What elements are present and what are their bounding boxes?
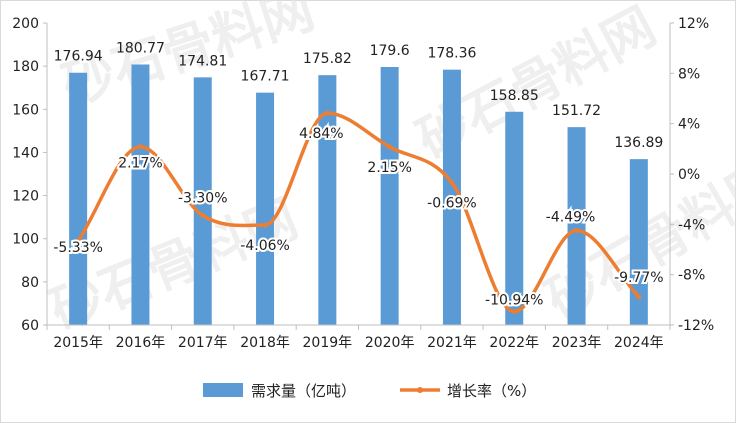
- bar-value-label: 179.6: [370, 43, 410, 59]
- y-tick-left: 200: [12, 16, 39, 32]
- x-tick-label: 2023年: [552, 335, 602, 351]
- y-tick-left: 140: [12, 145, 39, 161]
- line-point: [324, 110, 330, 116]
- legend: 需求量（亿吨） 增长率（%）: [203, 382, 536, 400]
- y-tick-left: 160: [12, 102, 39, 118]
- line-point: [449, 180, 455, 186]
- y-tick-right: -8%: [678, 268, 705, 284]
- bar: [131, 64, 150, 325]
- line-point: [511, 309, 517, 315]
- bar-value-label: 167.71: [241, 69, 290, 85]
- line-value-label: -9.77%: [614, 270, 664, 286]
- growth-rate-line: [76, 111, 641, 314]
- x-tick-label: 2024年: [614, 335, 664, 351]
- line-value-label: -4.06%: [240, 238, 290, 254]
- x-tick-label: 2017年: [178, 335, 228, 351]
- y-tick-left: 60: [21, 318, 39, 334]
- bar-value-label: 158.85: [490, 88, 539, 104]
- line-value-label: -0.69%: [427, 196, 477, 212]
- legend-label-demand: 需求量（亿吨）: [251, 382, 356, 400]
- x-tick-label: 2019年: [303, 335, 353, 351]
- bar-value-label: 176.94: [54, 49, 103, 65]
- data-labels-layer: 176.94 180.77 174.81 167.71 175.82 179.6 178.3…: [51, 40, 665, 310]
- bar: [256, 92, 275, 325]
- bar: [442, 69, 461, 325]
- legend-label-growth: 增长率（%）: [447, 382, 536, 400]
- bar: [69, 72, 88, 325]
- line-value-label: -4.49%: [546, 209, 596, 225]
- y-tick-left: 100: [12, 232, 39, 248]
- bar-value-label: 151.72: [552, 103, 601, 119]
- bar-value-label: 136.89: [614, 135, 663, 151]
- line-value-label: -5.33%: [53, 240, 103, 256]
- bar: [318, 75, 337, 325]
- line-point: [387, 144, 393, 150]
- line-value-label: 2.15%: [367, 160, 411, 176]
- line-point: [137, 144, 143, 150]
- bars-layer: [69, 64, 648, 326]
- bar-value-label: 174.81: [178, 53, 227, 69]
- axes-layer: 60 80 100 120 140 160 180 200 -12% -8% -4% 0% 4% 8% 12…: [12, 16, 714, 351]
- bar: [567, 127, 586, 326]
- x-tick-label: 2022年: [489, 335, 539, 351]
- line-value-label: 4.84%: [299, 126, 343, 142]
- line-value-label: -3.30%: [178, 191, 228, 207]
- y-tick-left: 120: [12, 189, 39, 205]
- x-tick-label: 2021年: [427, 335, 477, 351]
- bar: [505, 111, 524, 326]
- line-point: [574, 227, 580, 233]
- y-tick-right: 8%: [678, 66, 700, 82]
- legend-swatch-demand: [203, 383, 243, 397]
- bar: [380, 67, 399, 326]
- y-tick-left: 80: [21, 275, 39, 291]
- y-tick-right: 12%: [678, 16, 709, 32]
- line-layer: [75, 110, 642, 315]
- line-point: [75, 238, 81, 244]
- y-tick-left: 180: [12, 59, 39, 75]
- x-tick-label: 2018年: [240, 335, 290, 351]
- line-value-label: 2.17%: [118, 156, 162, 172]
- bar-value-label: 180.77: [116, 40, 165, 56]
- bar: [193, 77, 212, 325]
- line-point: [636, 294, 642, 300]
- line-point: [262, 222, 268, 228]
- bar-value-label: 178.36: [427, 46, 476, 62]
- line-point: [200, 213, 206, 219]
- x-tick-label: 2020年: [365, 335, 415, 351]
- y-tick-right: 0%: [678, 167, 700, 183]
- legend-marker-growth: [417, 387, 423, 393]
- line-value-label: -10.94%: [485, 293, 543, 309]
- x-tick-label: 2016年: [116, 335, 166, 351]
- y-tick-right: -4%: [678, 217, 705, 233]
- y-tick-right: -12%: [678, 318, 714, 334]
- x-tick-label: 2015年: [53, 335, 103, 351]
- bar: [629, 159, 648, 325]
- bar-value-label: 175.82: [303, 51, 352, 67]
- y-tick-right: 4%: [678, 117, 700, 133]
